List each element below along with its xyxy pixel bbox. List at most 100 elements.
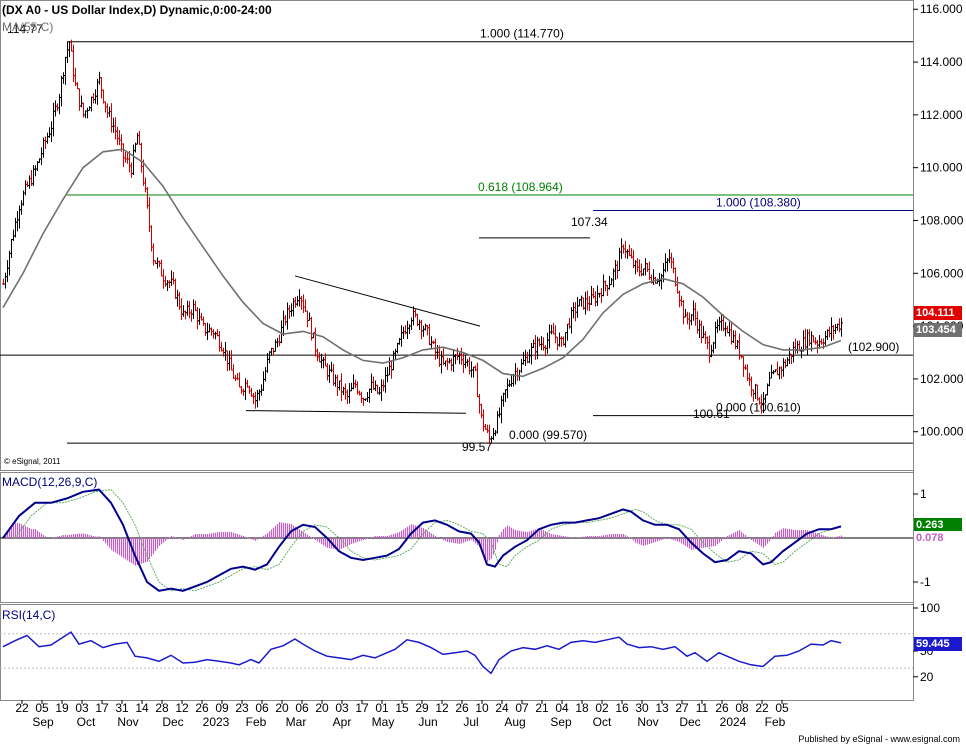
ohlc-bar: [84, 110, 87, 119]
x-month-label: Feb: [246, 715, 267, 729]
x-day-label: 28: [155, 701, 169, 715]
ohlc-bar: [402, 326, 405, 340]
ohlc-bar: [424, 323, 427, 331]
ohlc-bar: [588, 296, 591, 312]
ohlc-bar: [800, 346, 803, 359]
ohlc-bar: [782, 358, 785, 377]
ohlc-bar: [426, 325, 429, 336]
ohlc-bar: [16, 211, 19, 232]
ohlc-bar: [194, 300, 197, 312]
ohlc-bar: [226, 350, 229, 372]
ohlc-bar: [674, 267, 677, 287]
ohlc-bar: [638, 259, 641, 277]
ohlc-bar: [228, 350, 231, 371]
x-day-label: 31: [115, 701, 129, 715]
ohlc-bar: [338, 380, 341, 391]
ohlc-bar: [40, 147, 43, 166]
ohlc-bar: [494, 430, 497, 437]
ohlc-bar: [464, 354, 467, 369]
ohlc-bar: [32, 164, 35, 186]
ohlc-bar: [418, 319, 421, 330]
ohlc-bar: [4, 272, 7, 289]
ohlc-bar: [332, 363, 335, 386]
ohlc-bar: [520, 358, 523, 373]
ohlc-bar: [74, 67, 77, 86]
ohlc-bar: [614, 260, 617, 280]
x-day-label: 12: [435, 701, 449, 715]
ohlc-bar: [152, 243, 155, 266]
ohlc-bar: [86, 107, 89, 119]
ohlc-bar: [728, 321, 731, 337]
ohlc-bar: [26, 181, 29, 187]
ohlc-bar: [360, 391, 363, 403]
ohlc-bar: [62, 72, 65, 84]
x-day-label: 21: [535, 701, 549, 715]
ohlc-bar: [252, 393, 255, 405]
ohlc-bar: [294, 297, 297, 308]
ohlc-bar: [156, 257, 159, 269]
rsi-line: [2, 631, 842, 675]
ohlc-bar: [828, 326, 831, 338]
rsi-title: RSI(14,C): [2, 608, 56, 622]
ohlc-bar: [48, 127, 51, 138]
fib-label: (102.900): [848, 340, 899, 354]
ohlc-bar: [184, 310, 187, 320]
ohlc-bar: [172, 271, 175, 285]
ohlc-bar: [180, 298, 183, 320]
x-month-label: 2023: [203, 715, 230, 729]
ohlc-bar: [618, 247, 621, 272]
ohlc-bar: [52, 102, 55, 137]
ohlc-bar: [814, 337, 817, 345]
x-month-label: 2024: [720, 715, 747, 729]
ohlc-bar: [6, 260, 9, 283]
x-day-label: 10: [475, 701, 489, 715]
ohlc-bar: [442, 348, 445, 366]
price-tick-label: 110.000: [920, 161, 963, 175]
ohlc-bar: [502, 392, 505, 407]
ohlc-bar: [506, 378, 509, 399]
ohlc-bar: [792, 341, 795, 363]
ohlc-bar: [786, 357, 789, 367]
ohlc-bar: [110, 103, 113, 133]
ohlc-bar: [138, 130, 141, 145]
ohlc-bar: [482, 409, 485, 432]
ohlc-bar: [116, 126, 119, 145]
ohlc-bar: [824, 330, 827, 346]
ohlc-bar: [554, 325, 557, 344]
ohlc-bar: [544, 344, 547, 357]
ohlc-bar: [542, 337, 545, 351]
fib-label: 0.618 (108.964): [478, 180, 563, 194]
ohlc-bar: [816, 339, 819, 354]
ohlc-bar: [204, 323, 207, 336]
ohlc-bar: [318, 352, 321, 363]
price-tick-label: 102.000: [920, 372, 964, 386]
ohlc-bar: [358, 390, 361, 396]
ohlc-bar: [76, 82, 79, 90]
ma55-line: [2, 148, 842, 378]
ohlc-bar: [590, 285, 593, 306]
ohlc-bar: [794, 338, 797, 354]
ohlc-bar: [608, 275, 611, 290]
price-annotation: 114.77: [7, 22, 43, 36]
ohlc-bar: [670, 252, 673, 269]
macd-line: [2, 488, 842, 592]
ohlc-bar: [480, 403, 483, 419]
ohlc-bar: [394, 348, 397, 360]
ohlc-bar: [672, 257, 675, 274]
ohlc-bar: [686, 311, 689, 325]
ohlc-bar: [124, 151, 127, 163]
ohlc-bar: [114, 117, 117, 140]
ohlc-bar: [820, 338, 823, 345]
ohlc-bar: [770, 364, 773, 379]
ohlc-bar: [700, 320, 703, 344]
ohlc-bar: [362, 397, 365, 406]
x-day-label: 08: [735, 701, 749, 715]
ohlc-bar: [278, 334, 281, 347]
ohlc-bar: [668, 249, 671, 264]
rsi-tick-label: 100: [920, 601, 940, 615]
ohlc-bar: [282, 310, 285, 337]
x-day-label: 05: [35, 701, 49, 715]
ohlc-bar: [340, 373, 343, 402]
ohlc-bar: [192, 299, 195, 320]
price-tick-label: 106.000: [920, 266, 964, 280]
